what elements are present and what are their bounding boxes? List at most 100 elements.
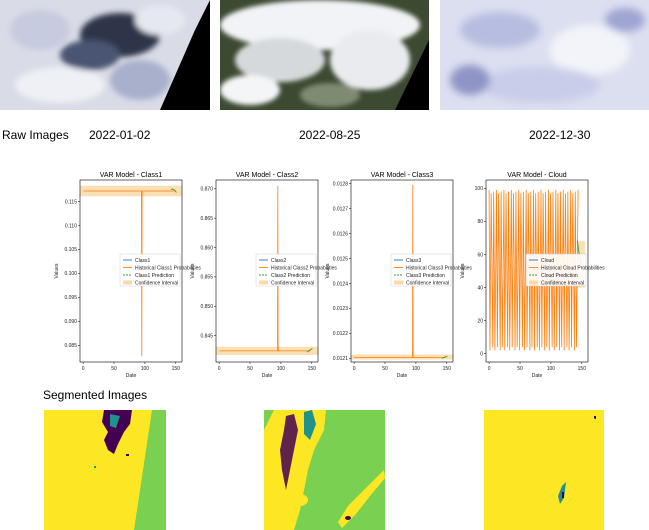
prediction-series-line [170,188,177,193]
legend-swatch [529,280,538,285]
x-tick-label: 50 [517,366,523,372]
x-tick-label: 100 [277,366,286,372]
legend-label: Class2 Prediction [271,273,310,279]
x-tick-label: 50 [382,366,388,372]
legend-label: Confidence Interval [541,280,584,286]
legend-swatch [259,280,268,285]
y-tick-label: 0.870 [200,187,213,193]
y-tick-label: 0.090 [64,319,77,325]
raw-date-1: 2022-01-02 [89,128,151,142]
legend-label: Historical Class3 Probabilities [406,265,472,271]
y-tick-label: 0.0124 [333,281,349,287]
chart-class1: VAR Model - Class1 0 50 100 150 0.085 0.090 0.0… [50,168,212,379]
y-axis-label: Values [325,263,331,278]
legend-label: Class1 [135,258,151,264]
raw-image-3 [440,0,649,110]
legend-label: Confidence Interval [135,280,178,286]
chart-title: VAR Model - Class2 [236,172,299,179]
segmented-images-label: Segmented Images [43,388,148,402]
y-tick-label: 0.0122 [333,331,349,337]
legend-swatch [123,280,132,285]
y-tick-label: 100 [475,186,484,192]
y-tick-label: 0.100 [64,271,77,277]
x-tick-label: 100 [141,366,150,372]
y-tick-label: 0.0126 [333,231,349,237]
chart-title: VAR Model - Cloud [507,172,567,179]
x-tick-label: 150 [308,366,317,372]
legend-swatch [394,280,403,285]
x-tick-label: 150 [578,366,587,372]
y-tick-label: 0.0125 [333,256,349,262]
y-tick-label: 40 [477,285,483,291]
y-tick-label: 0.0127 [333,206,349,212]
x-axis-label: Date [397,373,408,379]
legend-label: Class1 Prediction [135,273,174,279]
x-axis-label: Date [126,373,137,379]
legend-label: Confidence Interval [271,280,314,286]
y-tick-label: 80 [477,219,483,225]
historical-series-line [354,184,446,358]
y-tick-label: 0.0121 [333,356,349,362]
plot-frame [79,179,183,363]
chart-cloud: VAR Model - Cloud 0 50 100 150 0 20 40 60 80 100 Da… [456,168,618,379]
legend-label: Class3 [406,258,422,264]
x-axis-label: Date [262,373,273,379]
y-tick-label: 0.105 [64,247,77,253]
y-axis-label: Values [54,263,60,278]
plot-frame [215,179,319,363]
x-tick-label: 0 [488,366,491,372]
legend-label: Historical Class2 Probabilities [271,265,337,271]
x-tick-label: 100 [547,366,556,372]
y-tick-label: 0.860 [200,245,213,251]
y-tick-label: 0.115 [65,199,77,205]
y-axis-label: Values [460,263,466,278]
raw-image-2 [220,0,429,110]
segmented-image-2 [264,410,385,530]
y-axis-label: Values [190,263,196,278]
x-tick-label: 0 [218,366,221,372]
prediction-series-line [306,348,313,353]
y-tick-label: 0.0128 [333,182,349,188]
legend-label: Historical Cloud Probabilities [541,265,605,271]
confidence-band [351,354,453,360]
prediction-series-line [441,355,448,359]
segmented-image-1 [44,410,166,530]
x-axis-label: Date [532,373,543,379]
x-tick-label: 100 [412,366,421,372]
legend-label: Historical Class1 Probabilities [135,265,201,271]
x-tick-label: 50 [247,366,253,372]
chart-class2: VAR Model - Class2 0 50 100 150 0.845 0.850 0.8… [186,168,348,379]
plot-frame [350,179,454,363]
y-tick-label: 20 [477,318,483,324]
legend-label: Cloud [541,258,554,264]
y-tick-label: 0.865 [200,216,213,222]
x-tick-label: 150 [172,366,181,372]
y-tick-label: 0.845 [200,333,213,339]
legend-label: Confidence Interval [406,280,449,286]
historical-series-line [83,190,175,357]
x-tick-label: 150 [443,366,452,372]
raw-image-1 [0,0,210,110]
raw-images-label: Raw Images [2,128,69,142]
segmented-image-3 [484,410,604,530]
plot-frame [485,179,589,363]
chart-title: VAR Model - Class3 [371,172,434,179]
y-tick-label: 0.0123 [333,306,349,312]
y-tick-label: 0.850 [200,304,213,310]
legend-label: Class3 Prediction [406,273,445,279]
y-tick-label: 0.110 [65,223,77,229]
x-tick-label: 0 [353,366,356,372]
y-tick-label: 0.855 [200,275,213,281]
y-tick-label: 0.085 [64,343,77,349]
x-tick-label: 0 [82,366,85,372]
y-tick-label: 60 [477,252,483,258]
legend-label: Cloud Prediction [541,273,578,279]
x-tick-label: 50 [111,366,117,372]
raw-date-3: 2022-12-30 [529,128,591,142]
raw-date-2: 2022-08-25 [299,128,361,142]
y-tick-label: 0 [480,352,483,358]
legend-label: Class2 [271,258,287,264]
historical-series-line [488,189,579,351]
chart-class3: VAR Model - Class3 0 50 100 150 0.0121 0.0122 0… [321,168,483,379]
y-tick-label: 0.095 [64,295,77,301]
